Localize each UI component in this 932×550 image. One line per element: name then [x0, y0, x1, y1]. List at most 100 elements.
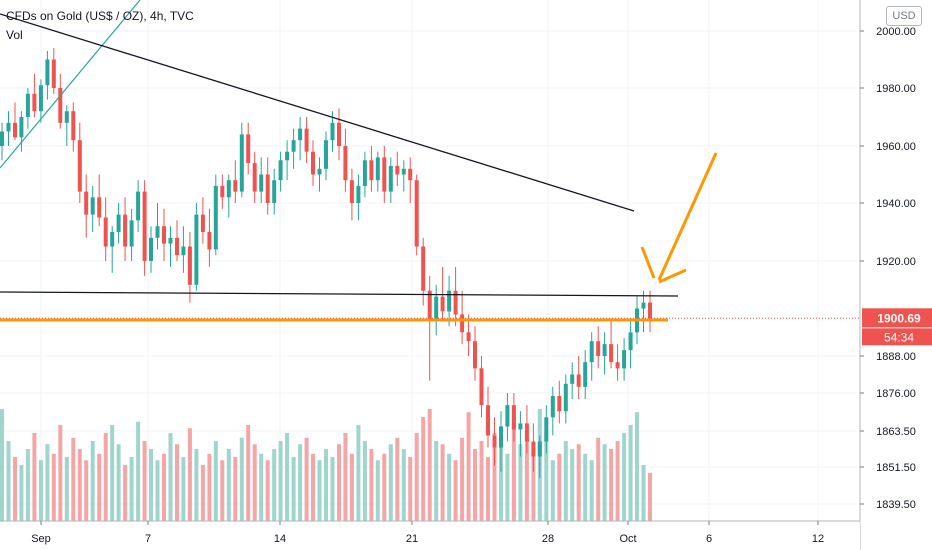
volume-bar [583, 453, 588, 521]
volume-bar [317, 460, 322, 521]
candle-body [252, 163, 257, 192]
volume-bar [570, 449, 575, 521]
volume-bar [246, 425, 251, 521]
volume-bar [349, 453, 354, 521]
candle-body [330, 122, 335, 141]
volume-bar [499, 444, 503, 521]
candle-body [317, 168, 322, 175]
volume-bar [0, 409, 4, 521]
volume-bar [97, 453, 102, 521]
candle-body [466, 332, 471, 342]
candle-body [524, 423, 529, 442]
candle-body [162, 226, 166, 244]
volume-bar [136, 421, 141, 521]
arrow-head-left[interactable] [640, 246, 656, 279]
candle-body [233, 180, 238, 192]
candle-body [615, 362, 620, 369]
volume-bar [252, 444, 257, 521]
time-axis-bg [0, 521, 860, 550]
candle-body [609, 344, 614, 363]
volume-bar [64, 457, 69, 521]
volume-bar [90, 441, 95, 521]
candle-body [388, 165, 393, 192]
volume-bar [194, 449, 199, 521]
volume-bar [434, 441, 439, 521]
candle-body [19, 117, 24, 138]
volume-bar [304, 437, 309, 521]
candle-body [576, 374, 581, 387]
volume-bar [635, 412, 639, 521]
y-tick-label: 1863.50 [876, 426, 916, 438]
candle-body [395, 165, 400, 175]
price-axis[interactable]: 2000.00 1980.00 1960.00 1940.00 1920.00 1888.… [859, 0, 932, 550]
candle-body [90, 197, 95, 215]
volume-bar [58, 425, 63, 521]
volume-bar [116, 444, 121, 521]
volume-bar [168, 433, 173, 521]
arrow-head-right[interactable] [658, 268, 687, 284]
volume-bar [213, 441, 218, 521]
candle-body [77, 140, 82, 192]
volume-bar [544, 433, 549, 521]
last-price-badge [862, 308, 932, 328]
candle-body [401, 168, 406, 175]
y-tick-label: 1960.00 [876, 141, 916, 153]
volume-bar [382, 453, 387, 521]
candle-body [239, 134, 244, 192]
candle-body [285, 151, 290, 161]
candle-body [375, 157, 380, 181]
time-axis[interactable]: Sep 7 14 21 28 Oct 6 12 [0, 520, 860, 550]
x-tick-label: 6 [706, 533, 712, 545]
volume-bar [265, 460, 270, 521]
candle-body [362, 160, 367, 186]
candle-body [25, 93, 30, 117]
candle-body [570, 374, 575, 384]
candle-body [110, 232, 115, 247]
candle-body [583, 362, 588, 387]
volume-bar [460, 437, 465, 521]
volume-bar [259, 453, 264, 521]
volume-bar [187, 428, 192, 521]
arrow-shaft[interactable] [657, 152, 718, 281]
volume-bar [207, 453, 212, 521]
candle-body [175, 237, 179, 256]
neckline[interactable] [0, 291, 679, 297]
channel-line[interactable] [0, 0, 141, 169]
countdown-badge-text: 54:34 [884, 330, 914, 344]
candle-body [511, 405, 516, 430]
candle-body [38, 85, 43, 112]
candle-body [589, 341, 594, 363]
candle-body [6, 122, 11, 132]
candle-body [557, 396, 562, 412]
currency-button[interactable]: USD [886, 6, 922, 26]
volume-bar [19, 465, 24, 521]
candle-body [136, 191, 141, 221]
y-tick-label: 1888.00 [876, 351, 916, 363]
volume-bar [200, 465, 205, 521]
y-tick-label: 1851.50 [876, 462, 916, 474]
volume-bar [628, 425, 633, 521]
candle-body [116, 214, 121, 232]
candle-body [408, 168, 413, 181]
x-tick-label: Oct [619, 533, 636, 545]
volume-bar [609, 449, 614, 521]
volume-bar [486, 457, 490, 521]
x-tick-label: 28 [542, 533, 554, 545]
volume-bar [401, 449, 406, 521]
volume-bar [473, 449, 477, 521]
volume-bar [362, 441, 367, 521]
candle-body [168, 237, 173, 244]
candle-body [45, 59, 50, 86]
volume-bar [648, 473, 652, 521]
volume-bar [162, 453, 166, 521]
candle-body [311, 151, 315, 175]
y-tick-label: 1940.00 [876, 198, 916, 210]
volume-bar [32, 433, 37, 521]
volume-bar [408, 457, 413, 521]
descending-trendline[interactable] [0, 13, 635, 212]
candle-body [544, 417, 549, 442]
volume-bar [278, 441, 283, 521]
y-tick-label: 1980.00 [876, 83, 916, 95]
volume-bar [440, 444, 445, 521]
